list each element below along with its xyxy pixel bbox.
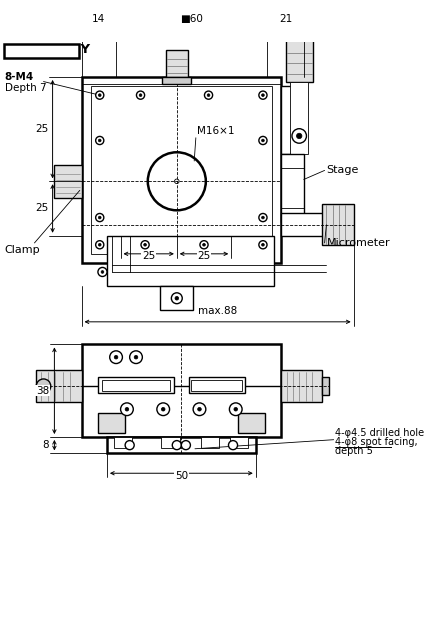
Bar [107,437,256,454]
Text: 25: 25 [142,251,156,261]
Bar [166,50,187,77]
Bar [281,213,327,236]
Bar [281,86,297,154]
Circle shape [125,408,129,411]
Circle shape [262,216,264,219]
Text: ■60: ■60 [180,14,203,25]
Bar [162,437,180,448]
Bar [322,377,329,395]
Circle shape [259,91,267,99]
Circle shape [262,139,264,142]
Circle shape [95,213,104,221]
Bar [281,370,322,403]
Circle shape [137,91,145,99]
Circle shape [203,243,205,246]
Circle shape [98,216,101,219]
Circle shape [98,267,107,277]
Circle shape [262,243,264,246]
Circle shape [175,296,178,300]
Circle shape [172,293,182,304]
Text: 8-M4: 8-M4 [4,72,34,82]
Text: 8: 8 [42,440,49,450]
Circle shape [114,355,118,359]
Text: 21: 21 [279,14,292,25]
Text: 38: 38 [36,386,49,396]
Text: 4-φ4.5 drilled hole: 4-φ4.5 drilled hole [336,428,425,438]
Circle shape [292,129,306,143]
Circle shape [125,440,134,450]
Text: 25: 25 [36,124,49,134]
Circle shape [98,139,101,142]
Circle shape [141,241,149,249]
Bar [160,286,193,310]
Bar [98,413,125,433]
Bar [191,380,242,391]
Text: M16×1: M16×1 [197,126,234,136]
Circle shape [207,94,210,96]
Circle shape [121,403,133,416]
Bar [238,413,265,433]
Circle shape [193,403,206,416]
Text: 25: 25 [197,251,211,261]
Text: 25: 25 [36,204,49,213]
Bar [201,437,219,448]
Bar [287,31,311,39]
Text: TAM-60SXY: TAM-60SXY [6,43,92,56]
Circle shape [234,408,238,411]
Text: Micrometer: Micrometer [327,238,390,248]
Circle shape [200,241,208,249]
Circle shape [134,355,138,359]
Bar [189,377,245,393]
Circle shape [110,351,122,364]
Circle shape [172,440,181,450]
Text: depth 5: depth 5 [336,446,373,456]
Text: 14: 14 [92,14,105,25]
Text: Depth 7: Depth 7 [4,84,46,93]
Bar [281,154,304,222]
Circle shape [229,440,238,450]
Circle shape [296,133,302,138]
Circle shape [98,243,101,246]
Text: max.88: max.88 [198,306,237,316]
Circle shape [95,136,104,145]
Bar [82,345,281,437]
Circle shape [36,379,51,394]
Bar [230,437,248,448]
Bar [286,39,313,82]
Text: 4-φ8 spot facing,: 4-φ8 spot facing, [336,437,418,447]
Text: Stage: Stage [327,165,359,175]
Bar [82,77,281,263]
Circle shape [95,241,104,249]
Circle shape [229,403,242,416]
Circle shape [144,243,146,246]
Text: Clamp: Clamp [4,245,40,255]
Text: 50: 50 [175,470,188,481]
Circle shape [130,351,143,364]
Bar [36,370,82,403]
Circle shape [259,213,267,221]
Bar [91,86,272,254]
Bar [102,380,169,391]
Circle shape [162,408,165,411]
Bar [322,204,354,245]
Circle shape [259,241,267,249]
Bar [290,82,308,154]
Circle shape [262,94,264,96]
Bar [107,236,274,286]
Bar [3,45,79,58]
Circle shape [259,136,267,145]
Circle shape [157,403,169,416]
Bar [114,437,132,448]
Bar [54,165,82,198]
Circle shape [181,440,191,450]
Bar [162,77,191,84]
Circle shape [139,94,142,96]
Circle shape [98,94,101,96]
Circle shape [95,91,104,99]
Bar [98,377,174,393]
Circle shape [204,91,213,99]
Circle shape [101,270,104,274]
Circle shape [198,408,201,411]
